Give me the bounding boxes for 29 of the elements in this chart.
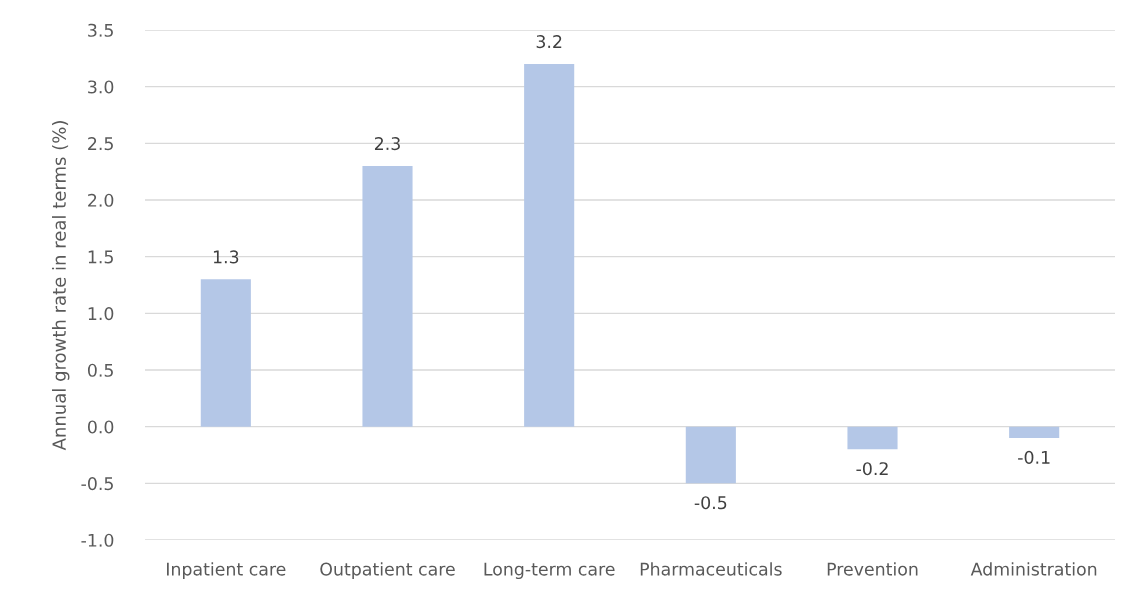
data-label: -0.1 [1018,450,1050,464]
x-tick-label: Long-term care [484,562,615,580]
x-tick-label: Administration [970,562,1097,576]
y-tick-label: 1.0 [88,307,114,321]
x-tick-label: Prevention [827,562,918,576]
bar [847,426,898,450]
bar [685,426,736,484]
y-tick-label: -1.0 [81,533,114,547]
y-tick-label: 3.0 [88,80,114,94]
y-tick-label: 2.0 [88,193,114,207]
bar [200,279,251,427]
y-tick-label: 0.5 [87,363,113,377]
bar [524,64,575,427]
data-label: -0.2 [856,462,888,476]
x-tick-label: Inpatient care [167,562,286,580]
bar [1009,426,1060,438]
y-tick-label: 1.5 [88,250,113,264]
x-tick-label: Pharmaceuticals [640,562,782,576]
y-tick-label: 0.0 [87,420,114,434]
data-label: 2.3 [374,137,400,151]
x-tick-label: Outpatient care [320,562,455,580]
y-tick-label: 3.5 [88,23,113,37]
data-label: 1.3 [213,250,239,264]
y-tick-label: 2.5 [88,137,113,151]
data-label: -0.5 [694,496,727,510]
y-tick-label: -0.5 [81,477,113,491]
data-label: 3.2 [536,35,562,49]
y-axis-title: Annual growth rate in real terms (%) [51,121,70,451]
bar [362,166,413,427]
